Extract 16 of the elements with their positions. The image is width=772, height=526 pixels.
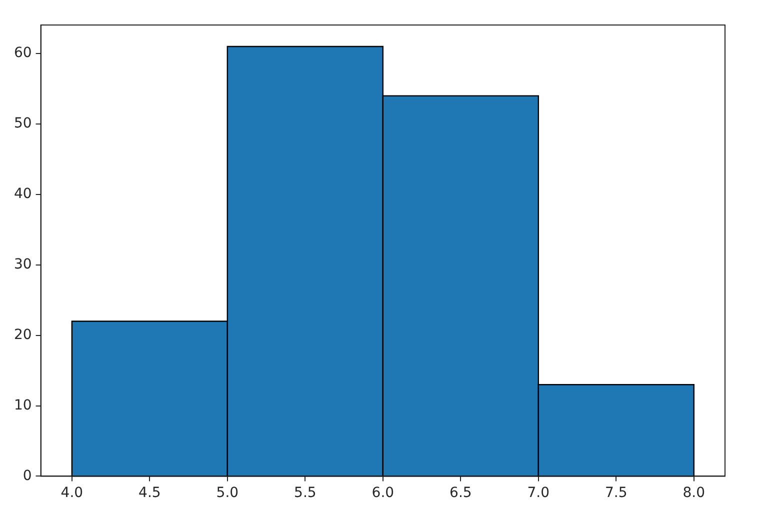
y-tick-label: 40 [14,186,32,202]
x-tick-label: 5.0 [216,485,239,502]
x-tick-label: 4.5 [138,485,161,502]
x-tick-label: 8.0 [682,485,706,502]
x-tick-label: 6.5 [450,485,472,502]
y-tick-label: 10 [14,397,32,414]
y-tick-label: 30 [14,256,32,273]
x-tick-label: 7.0 [527,485,550,502]
y-tick-label: 60 [14,45,32,62]
x-tick-label: 7.5 [605,485,628,502]
y-tick-label: 0 [22,468,32,484]
y-tick-label: 50 [14,116,32,132]
x-tick-label: 4.0 [60,485,84,502]
y-tick-label: 20 [14,326,32,343]
x-tick-label: 5.5 [294,485,316,502]
x-tick-label: 6.0 [372,485,394,502]
